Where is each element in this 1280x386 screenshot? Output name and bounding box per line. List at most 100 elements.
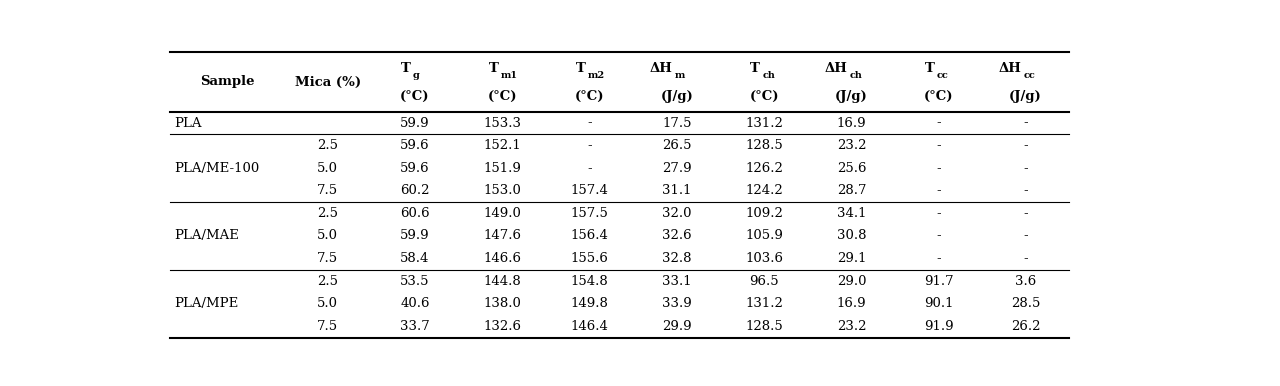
Text: 32.8: 32.8 (662, 252, 691, 265)
Text: 131.2: 131.2 (745, 117, 783, 129)
Text: -: - (937, 117, 941, 129)
Text: 90.1: 90.1 (924, 297, 954, 310)
Text: 33.1: 33.1 (662, 274, 691, 288)
Text: Mica (%): Mica (%) (294, 76, 361, 88)
Text: T: T (401, 62, 411, 75)
Text: 27.9: 27.9 (662, 162, 691, 175)
Text: 28.5: 28.5 (1011, 297, 1041, 310)
Text: 23.2: 23.2 (837, 139, 867, 152)
Text: 146.6: 146.6 (484, 252, 521, 265)
Text: 29.1: 29.1 (837, 252, 867, 265)
Text: 3.6: 3.6 (1015, 274, 1036, 288)
Text: 157.4: 157.4 (571, 184, 608, 197)
Text: 109.2: 109.2 (745, 207, 783, 220)
Text: 25.6: 25.6 (837, 162, 867, 175)
Text: 103.6: 103.6 (745, 252, 783, 265)
Text: 59.9: 59.9 (401, 117, 430, 129)
Text: 156.4: 156.4 (571, 229, 608, 242)
Text: cc: cc (1024, 71, 1036, 80)
Text: 5.0: 5.0 (317, 297, 338, 310)
Text: 154.8: 154.8 (571, 274, 608, 288)
Text: 153.0: 153.0 (484, 184, 521, 197)
Text: 26.2: 26.2 (1011, 320, 1041, 333)
Text: -: - (937, 139, 941, 152)
Text: 7.5: 7.5 (317, 320, 338, 333)
Text: T: T (750, 62, 760, 75)
Text: 2.5: 2.5 (317, 274, 338, 288)
Text: m2: m2 (588, 71, 604, 80)
Text: -: - (1023, 207, 1028, 220)
Text: -: - (1023, 139, 1028, 152)
Text: 33.7: 33.7 (401, 320, 430, 333)
Text: 5.0: 5.0 (317, 229, 338, 242)
Text: 32.6: 32.6 (662, 229, 691, 242)
Text: PLA/MPE: PLA/MPE (174, 297, 238, 310)
Text: 60.6: 60.6 (401, 207, 430, 220)
Text: 28.7: 28.7 (837, 184, 867, 197)
Text: 91.9: 91.9 (924, 320, 954, 333)
Text: ΔH: ΔH (824, 62, 847, 75)
Text: 60.2: 60.2 (401, 184, 430, 197)
Text: -: - (937, 229, 941, 242)
Text: 58.4: 58.4 (401, 252, 430, 265)
Text: 132.6: 132.6 (484, 320, 521, 333)
Text: (°C): (°C) (575, 90, 604, 103)
Text: -: - (937, 184, 941, 197)
Text: 2.5: 2.5 (317, 207, 338, 220)
Text: 16.9: 16.9 (837, 117, 867, 129)
Text: 5.0: 5.0 (317, 162, 338, 175)
Text: 147.6: 147.6 (484, 229, 521, 242)
Text: 23.2: 23.2 (837, 320, 867, 333)
Text: 29.0: 29.0 (837, 274, 867, 288)
Text: -: - (588, 139, 591, 152)
Text: ΔH: ΔH (998, 62, 1021, 75)
Text: 131.2: 131.2 (745, 297, 783, 310)
Text: 155.6: 155.6 (571, 252, 608, 265)
Text: (°C): (°C) (749, 90, 778, 103)
Text: 91.7: 91.7 (924, 274, 954, 288)
Text: 128.5: 128.5 (745, 320, 783, 333)
Text: (°C): (°C) (924, 90, 954, 103)
Text: 33.9: 33.9 (662, 297, 691, 310)
Text: Sample: Sample (200, 76, 255, 88)
Text: 59.6: 59.6 (401, 139, 430, 152)
Text: 31.1: 31.1 (662, 184, 691, 197)
Text: -: - (937, 207, 941, 220)
Text: 30.8: 30.8 (837, 229, 867, 242)
Text: (°C): (°C) (488, 90, 517, 103)
Text: 146.4: 146.4 (571, 320, 608, 333)
Text: -: - (588, 162, 591, 175)
Text: 128.5: 128.5 (745, 139, 783, 152)
Text: ch: ch (762, 71, 774, 80)
Text: 105.9: 105.9 (745, 229, 783, 242)
Text: -: - (1023, 162, 1028, 175)
Text: 126.2: 126.2 (745, 162, 783, 175)
Text: T: T (489, 62, 498, 75)
Text: -: - (1023, 117, 1028, 129)
Text: 144.8: 144.8 (484, 274, 521, 288)
Text: (J/g): (J/g) (660, 90, 694, 103)
Text: m1: m1 (500, 71, 517, 80)
Text: 26.5: 26.5 (662, 139, 691, 152)
Text: PLA: PLA (174, 117, 201, 129)
Text: g: g (413, 71, 420, 80)
Text: 151.9: 151.9 (484, 162, 521, 175)
Text: 40.6: 40.6 (401, 297, 430, 310)
Text: 7.5: 7.5 (317, 184, 338, 197)
Text: 59.6: 59.6 (401, 162, 430, 175)
Text: -: - (1023, 184, 1028, 197)
Text: (°C): (°C) (401, 90, 430, 103)
Text: 96.5: 96.5 (749, 274, 780, 288)
Text: 59.9: 59.9 (401, 229, 430, 242)
Text: 53.5: 53.5 (401, 274, 430, 288)
Text: 124.2: 124.2 (745, 184, 783, 197)
Text: 153.3: 153.3 (484, 117, 521, 129)
Text: 157.5: 157.5 (571, 207, 608, 220)
Text: 7.5: 7.5 (317, 252, 338, 265)
Text: PLA/ME-100: PLA/ME-100 (174, 162, 259, 175)
Text: T: T (576, 62, 585, 75)
Text: 29.9: 29.9 (662, 320, 691, 333)
Text: 2.5: 2.5 (317, 139, 338, 152)
Text: -: - (937, 252, 941, 265)
Text: ch: ch (850, 71, 863, 80)
